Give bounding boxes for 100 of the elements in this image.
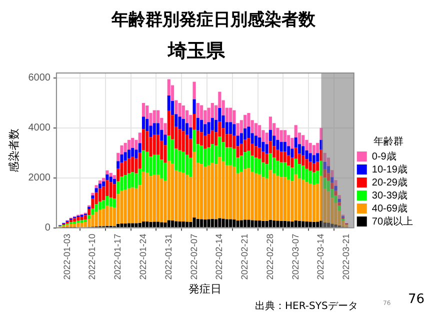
bar xyxy=(240,144,243,156)
bar xyxy=(204,166,207,220)
bar xyxy=(182,118,185,132)
bar xyxy=(323,169,326,178)
bar xyxy=(276,150,280,161)
bar xyxy=(254,146,258,158)
bar xyxy=(116,224,120,228)
bar xyxy=(73,224,76,228)
bar xyxy=(312,163,316,172)
bar xyxy=(124,190,127,224)
bar xyxy=(185,174,189,222)
bar xyxy=(210,102,214,118)
bar xyxy=(192,218,196,228)
chart-subtitle: 埼玉県 xyxy=(168,39,225,64)
bar xyxy=(127,158,131,174)
bar xyxy=(142,222,146,228)
bar xyxy=(204,220,207,228)
bar xyxy=(302,146,305,156)
bar xyxy=(308,153,312,162)
bar xyxy=(127,223,131,228)
x-tick-label: 2022-03-07 xyxy=(290,234,300,280)
bar xyxy=(283,221,286,228)
bar xyxy=(290,222,294,228)
bar xyxy=(185,134,189,155)
y-axis-title: 感染者数 xyxy=(8,128,21,172)
bar xyxy=(196,118,200,130)
bar xyxy=(244,140,247,152)
bar xyxy=(182,152,185,173)
bar xyxy=(164,162,167,181)
bar xyxy=(262,221,265,228)
bar xyxy=(258,137,262,148)
bar xyxy=(272,173,276,221)
bar xyxy=(268,170,272,220)
bar xyxy=(120,190,124,224)
bar xyxy=(305,168,308,182)
bar xyxy=(204,136,207,149)
bar xyxy=(229,108,232,122)
bar xyxy=(283,130,286,142)
legend-title: 年齢群 xyxy=(373,135,404,148)
bar xyxy=(91,214,94,227)
bar xyxy=(287,180,290,222)
bar xyxy=(192,82,196,100)
bar xyxy=(146,172,149,222)
bar xyxy=(98,184,102,188)
bar xyxy=(308,222,312,228)
bar xyxy=(210,162,214,220)
bar xyxy=(316,162,320,171)
bar xyxy=(323,162,326,170)
bar xyxy=(112,178,116,184)
bar xyxy=(112,184,116,199)
bar xyxy=(152,154,156,175)
bar xyxy=(210,219,214,228)
bar xyxy=(84,222,88,228)
bar xyxy=(232,166,236,220)
bar xyxy=(316,153,320,162)
bar xyxy=(280,142,283,152)
bar xyxy=(189,127,192,139)
bar xyxy=(80,222,84,228)
bar xyxy=(294,174,298,221)
bar xyxy=(167,136,170,161)
bar xyxy=(127,173,131,188)
bar xyxy=(330,224,334,228)
bar xyxy=(102,208,106,226)
bar xyxy=(308,170,312,184)
bar xyxy=(312,145,316,156)
bar xyxy=(232,220,236,228)
bar xyxy=(276,160,280,176)
bar xyxy=(200,105,204,120)
x-tick-label: 2022-02-07 xyxy=(188,234,199,280)
bar xyxy=(240,220,243,228)
bar xyxy=(268,220,272,228)
bar xyxy=(323,178,326,189)
bar xyxy=(298,221,302,228)
bar xyxy=(109,198,112,207)
bar xyxy=(229,122,232,134)
bar xyxy=(152,134,156,155)
bar xyxy=(98,210,102,226)
bar xyxy=(127,188,131,224)
bar xyxy=(265,132,268,144)
bar xyxy=(302,135,305,146)
bar xyxy=(287,166,290,180)
bar xyxy=(124,152,127,161)
bar xyxy=(200,120,204,132)
bar xyxy=(200,132,204,146)
bar xyxy=(330,182,334,190)
legend-label: 40-69歳 xyxy=(372,202,408,214)
bar xyxy=(265,221,268,228)
bar xyxy=(265,154,268,164)
bar xyxy=(102,178,106,182)
bar xyxy=(258,148,262,159)
legend-label: 10-19歳 xyxy=(372,163,408,176)
bar xyxy=(305,159,308,169)
bar xyxy=(210,144,214,163)
bar xyxy=(102,181,106,186)
bar xyxy=(283,152,286,162)
bar xyxy=(290,138,294,149)
bar xyxy=(102,200,106,209)
bar xyxy=(124,142,127,152)
bar xyxy=(236,220,240,228)
bar xyxy=(338,195,341,200)
